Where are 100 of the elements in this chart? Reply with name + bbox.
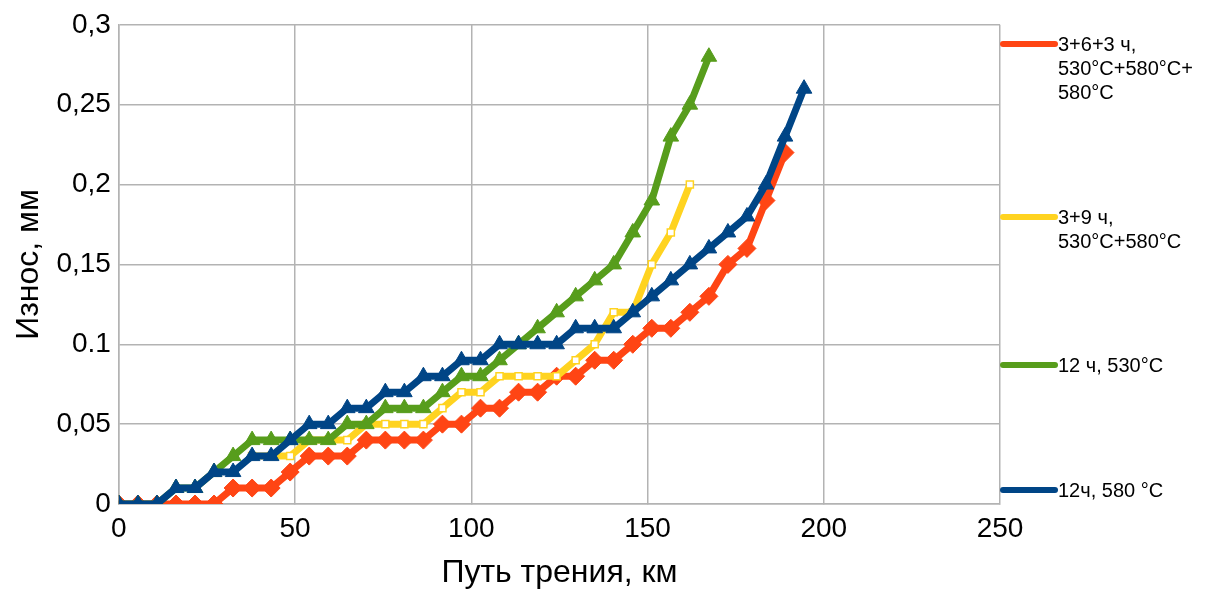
point bbox=[495, 371, 504, 381]
point bbox=[453, 350, 470, 366]
point bbox=[609, 308, 619, 317]
point bbox=[604, 350, 624, 370]
point bbox=[647, 260, 657, 269]
legend-label: 3+9 ч, 530°C+580°C bbox=[1058, 204, 1183, 253]
point bbox=[605, 318, 623, 334]
point bbox=[643, 286, 661, 302]
point bbox=[377, 398, 394, 414]
point bbox=[338, 398, 356, 414]
point bbox=[643, 191, 661, 206]
point bbox=[224, 446, 242, 462]
point bbox=[434, 382, 451, 398]
point bbox=[356, 430, 376, 450]
point bbox=[605, 254, 623, 270]
x-axis-title: Путь трения, км bbox=[441, 552, 678, 589]
point bbox=[529, 318, 546, 334]
point bbox=[685, 180, 695, 189]
point bbox=[566, 366, 586, 386]
x-tick-label: 100 bbox=[447, 511, 495, 543]
point bbox=[319, 414, 337, 430]
point bbox=[476, 387, 485, 397]
point bbox=[299, 446, 319, 466]
point bbox=[662, 270, 680, 286]
y-axis-title: Износ, мм bbox=[9, 188, 46, 340]
point bbox=[415, 398, 432, 414]
point bbox=[491, 334, 508, 350]
point bbox=[471, 398, 490, 418]
point bbox=[666, 228, 676, 237]
y-tick-label: 0,05 bbox=[56, 406, 111, 438]
point bbox=[529, 334, 546, 350]
point bbox=[262, 446, 280, 462]
point bbox=[453, 366, 470, 382]
point bbox=[700, 47, 718, 62]
legend-label: 12ч, 580 °C bbox=[1058, 477, 1165, 502]
point bbox=[586, 318, 603, 334]
legend-label: 12 ч, 530°C bbox=[1058, 353, 1165, 378]
y-tick-label: 0 bbox=[95, 486, 111, 518]
x-tick-label: 200 bbox=[800, 511, 848, 543]
point bbox=[224, 462, 242, 478]
point bbox=[432, 414, 452, 434]
point bbox=[472, 366, 489, 382]
point bbox=[377, 382, 394, 398]
point bbox=[491, 350, 508, 366]
point bbox=[243, 446, 261, 462]
y-tick-label: 0,3 bbox=[71, 7, 111, 39]
point bbox=[586, 270, 603, 286]
point bbox=[738, 206, 756, 222]
y-tick-label: 0,15 bbox=[56, 247, 111, 279]
point bbox=[681, 254, 699, 270]
point bbox=[661, 318, 681, 338]
point bbox=[624, 302, 642, 318]
point bbox=[396, 398, 413, 414]
point bbox=[319, 430, 337, 446]
point bbox=[795, 79, 813, 94]
legend-label: 3+6+3 ч, 530°C+580°C+ 580°C bbox=[1058, 32, 1194, 104]
point bbox=[434, 366, 451, 382]
point bbox=[338, 414, 356, 430]
point bbox=[342, 435, 352, 445]
point bbox=[419, 419, 428, 429]
point bbox=[624, 222, 642, 238]
point bbox=[548, 334, 565, 350]
point bbox=[415, 366, 432, 382]
point bbox=[737, 238, 757, 258]
point bbox=[490, 398, 510, 418]
point bbox=[300, 414, 318, 430]
y-tick-label: 0.1 bbox=[71, 326, 111, 358]
point bbox=[718, 254, 738, 274]
point bbox=[548, 302, 565, 318]
point bbox=[700, 238, 718, 254]
point bbox=[358, 414, 375, 430]
x-tick-label: 150 bbox=[624, 511, 671, 543]
point bbox=[280, 462, 300, 482]
point bbox=[528, 382, 548, 402]
point bbox=[567, 318, 584, 334]
point bbox=[396, 382, 413, 398]
x-tick-label: 250 bbox=[976, 511, 1024, 543]
point bbox=[590, 339, 599, 349]
point bbox=[662, 127, 680, 142]
point bbox=[681, 95, 699, 110]
point bbox=[757, 175, 775, 190]
point bbox=[533, 371, 542, 381]
point bbox=[438, 403, 447, 413]
point bbox=[381, 419, 390, 429]
x-tick-label: 50 bbox=[279, 511, 311, 543]
point bbox=[400, 419, 409, 429]
point bbox=[567, 286, 584, 302]
point bbox=[300, 430, 318, 446]
point bbox=[358, 398, 375, 414]
point bbox=[719, 222, 737, 238]
point bbox=[243, 430, 261, 446]
y-tick-label: 0,2 bbox=[71, 167, 111, 199]
point bbox=[285, 451, 295, 461]
point bbox=[571, 355, 580, 365]
point bbox=[699, 286, 719, 306]
point bbox=[223, 478, 243, 498]
y-tick-label: 0,25 bbox=[56, 87, 111, 119]
point bbox=[457, 387, 466, 397]
point bbox=[623, 334, 643, 354]
point bbox=[776, 127, 794, 142]
